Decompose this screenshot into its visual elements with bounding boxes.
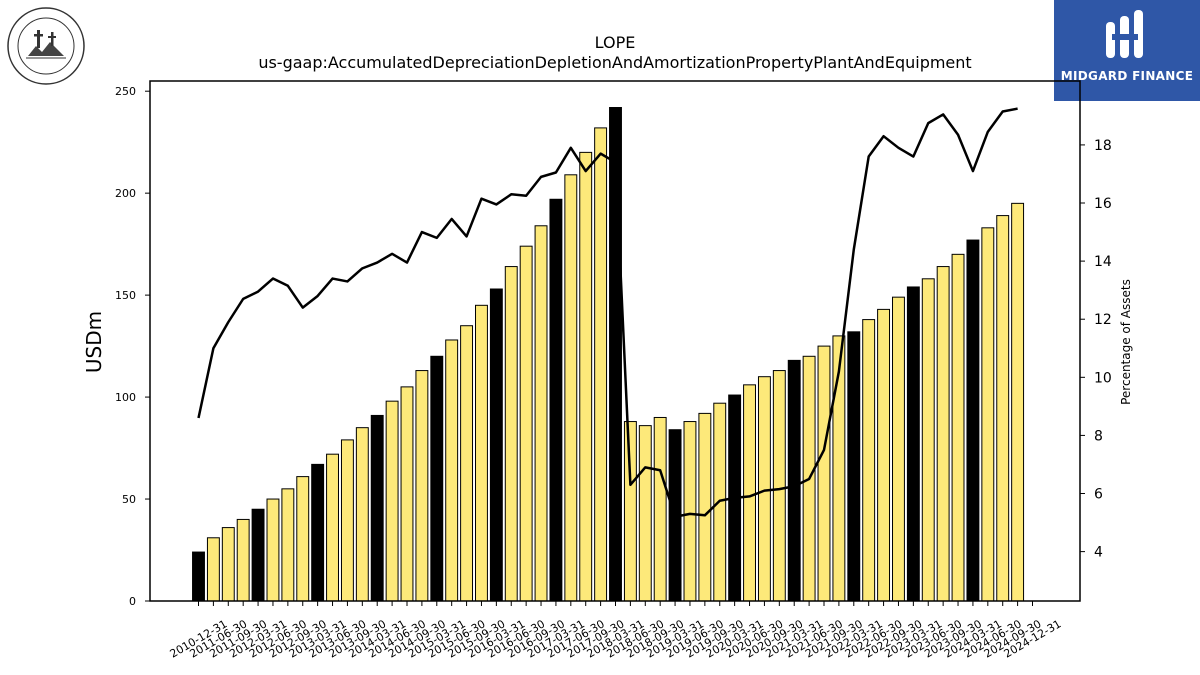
bar: [653, 416, 667, 602]
bar: [251, 508, 265, 602]
y-tick-label: 150: [115, 289, 136, 302]
bar: [519, 245, 533, 602]
y2-tick-label: 18: [1094, 138, 1112, 154]
bar: [460, 325, 474, 602]
bar: [326, 453, 339, 602]
bar: [579, 151, 593, 602]
y-axis-label: USDm: [82, 311, 106, 373]
bar: [951, 253, 965, 602]
bar: [221, 527, 235, 602]
bar: [787, 359, 801, 602]
bar: [400, 386, 414, 602]
bar: [847, 331, 861, 602]
y-tick-label: 50: [122, 493, 136, 506]
bar: [430, 355, 444, 602]
y-tick-label: 200: [115, 187, 136, 200]
y-tick-label: 100: [115, 391, 136, 404]
bar: [534, 225, 548, 602]
bar: [236, 518, 250, 602]
grand-canyon-university-seal: [6, 6, 86, 86]
bar: [698, 412, 712, 602]
bar: [504, 266, 518, 602]
y2-tick-label: 12: [1094, 312, 1112, 328]
y-tick-label: 250: [115, 85, 136, 98]
bar: [594, 127, 608, 602]
bar: [906, 286, 920, 602]
bar: [772, 370, 786, 602]
bar: [340, 439, 354, 602]
y2-tick-label: 6: [1094, 487, 1103, 503]
bar: [1011, 202, 1025, 602]
y2-tick-label: 4: [1094, 545, 1103, 561]
bar: [445, 339, 459, 602]
midgard-monogram-icon: [1106, 10, 1143, 58]
bar: [489, 288, 503, 602]
bar: [981, 227, 995, 602]
chart-title: LOPE: [595, 33, 636, 52]
y2-tick-label: 8: [1094, 428, 1103, 444]
bar: [638, 425, 652, 602]
line-group: [197, 107, 1018, 518]
bar: [743, 384, 756, 602]
bar: [355, 427, 369, 602]
bar: [966, 239, 980, 602]
y2-tick-label: 10: [1094, 370, 1112, 386]
y-tick-label: 0: [129, 595, 136, 608]
midgard-finance-logo: MIDGARD FINANCE: [1054, 0, 1200, 101]
bar: [996, 215, 1010, 602]
bar: [385, 400, 399, 602]
bar: [564, 174, 578, 602]
bar: [892, 296, 905, 602]
bar: [311, 463, 325, 602]
y2-tick-label: 14: [1094, 254, 1112, 270]
bar: [549, 198, 563, 602]
y2-tick-label: 16: [1094, 196, 1112, 212]
brand-name: MIDGARD FINANCE: [1060, 69, 1194, 83]
bar: [862, 319, 876, 602]
bar: [475, 304, 488, 602]
bar: [281, 488, 295, 602]
bar: [415, 370, 429, 602]
bar: [877, 308, 891, 602]
bar: [192, 551, 205, 602]
bar: [683, 421, 697, 602]
percentage-line: [197, 107, 1018, 518]
bar: [296, 476, 310, 602]
bar: [817, 345, 831, 602]
bar: [266, 498, 280, 602]
bar: [936, 266, 950, 602]
bar: [757, 376, 771, 602]
bar: [623, 421, 637, 602]
bar: [206, 537, 220, 602]
chart-subtitle: us-gaap:AccumulatedDepreciationDepletion…: [258, 53, 971, 72]
y2-axis-label: Percentage of Assets: [1119, 279, 1133, 405]
bar: [370, 414, 384, 602]
bar: [921, 278, 935, 602]
bars-group: [192, 107, 1025, 602]
